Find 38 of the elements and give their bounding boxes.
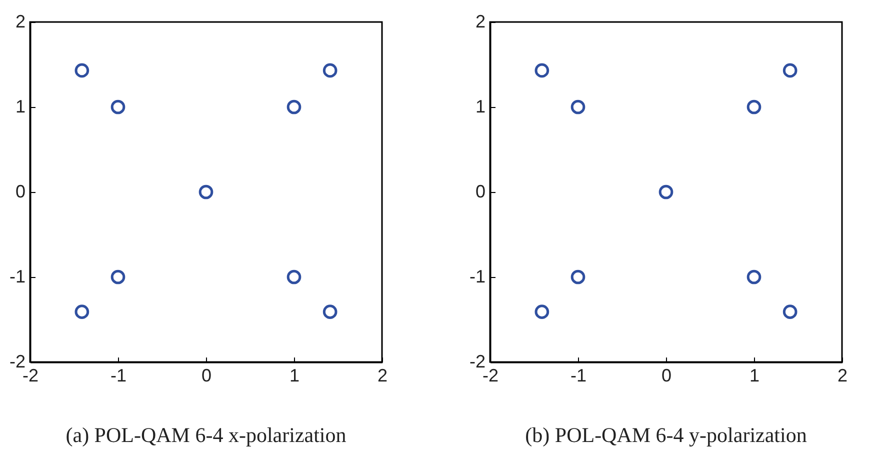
point <box>286 270 302 284</box>
x-tick-label: 1 <box>749 366 760 386</box>
point <box>782 304 798 320</box>
point <box>322 304 338 320</box>
text: (b) POL-QAM 6-4 y-polarization <box>525 423 808 447</box>
x-tick-label: -1 <box>110 366 127 386</box>
x-tick-label: 1 <box>289 366 300 386</box>
point <box>746 270 762 284</box>
point <box>74 304 90 320</box>
point <box>658 184 674 200</box>
x-tick-label: 2 <box>837 366 848 386</box>
y-tick-label: 2 <box>15 12 26 32</box>
point <box>110 100 126 114</box>
y-tick-label: -2 <box>469 352 486 372</box>
point <box>782 63 798 78</box>
x-tick-label: 2 <box>377 366 388 386</box>
y-tick-label: -1 <box>469 266 486 286</box>
y-tick-label: 1 <box>475 96 486 116</box>
y-tick-label: 1 <box>15 96 26 116</box>
x-tick-label: 0 <box>201 366 212 386</box>
point <box>570 100 586 114</box>
point <box>110 270 126 284</box>
y-tick-label: 2 <box>475 12 486 32</box>
point <box>74 63 90 78</box>
y-tick-label: 0 <box>15 182 26 202</box>
x-tick-label: 0 <box>661 366 672 386</box>
point <box>534 63 550 78</box>
y-tick-label: -1 <box>9 266 26 286</box>
x-tick-label: -1 <box>570 366 587 386</box>
y-tick-label: -2 <box>9 352 26 372</box>
point <box>570 270 586 284</box>
point <box>198 184 214 200</box>
y-tick-label: 0 <box>475 182 486 202</box>
point <box>286 100 302 114</box>
point <box>746 100 762 114</box>
text: (a) POL-QAM 6-4 x-polarization <box>66 423 347 447</box>
point <box>322 63 338 78</box>
point <box>534 304 550 320</box>
